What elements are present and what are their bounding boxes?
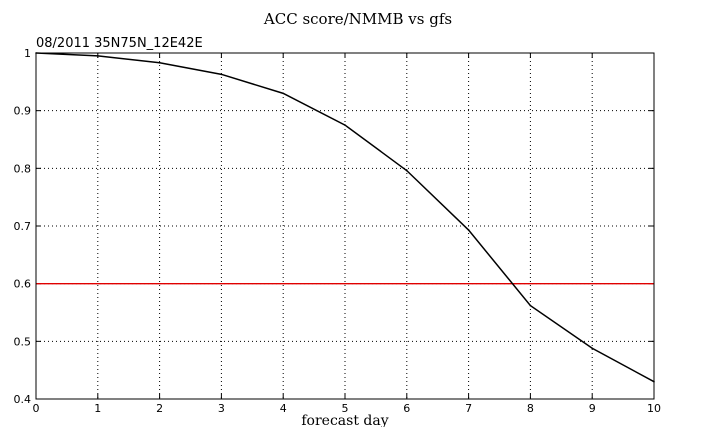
y-tick-label: 1 <box>24 47 31 60</box>
x-tick-label: 6 <box>403 402 410 415</box>
x-tick-label: 4 <box>280 402 287 415</box>
y-tick-label: 0.8 <box>14 162 32 175</box>
y-tick-label: 0.9 <box>14 105 32 118</box>
x-tick-label: 5 <box>342 402 349 415</box>
x-tick-label: 3 <box>218 402 225 415</box>
x-tick-label: 9 <box>589 402 596 415</box>
data-point <box>529 304 532 307</box>
y-tick-label: 0.6 <box>14 278 32 291</box>
x-tick-label: 8 <box>527 402 534 415</box>
x-tick-label: 10 <box>647 402 661 415</box>
chart-title: ACC score/NMMB vs gfs <box>263 10 452 28</box>
x-tick-label: 0 <box>33 402 40 415</box>
x-axis-label: forecast day <box>301 413 388 427</box>
grid-lines <box>36 53 654 399</box>
data-point <box>158 62 161 64</box>
data-point <box>344 124 346 126</box>
data-point <box>406 169 408 172</box>
data-point <box>97 55 99 57</box>
y-tick-label: 0.5 <box>14 335 32 348</box>
axis-ticks: 0 1 2 3 4 5 6 7 8 9 10 0.4 0.5 0.6 0.7 0.8 0.9 1 <box>14 47 662 415</box>
data-point <box>467 229 470 231</box>
x-tick-label: 1 <box>94 402 101 415</box>
chart-subtitle: 08/2011 35N75N_12E42E <box>36 36 203 51</box>
data-point <box>220 73 223 76</box>
y-tick-label: 0.7 <box>14 220 32 233</box>
x-tick-label: 7 <box>465 402 472 415</box>
plot-frame <box>35 52 655 400</box>
y-tick-label: 0.4 <box>14 393 32 406</box>
x-tick-label: 2 <box>156 402 163 415</box>
data-point <box>282 92 285 95</box>
data-point <box>591 347 593 350</box>
